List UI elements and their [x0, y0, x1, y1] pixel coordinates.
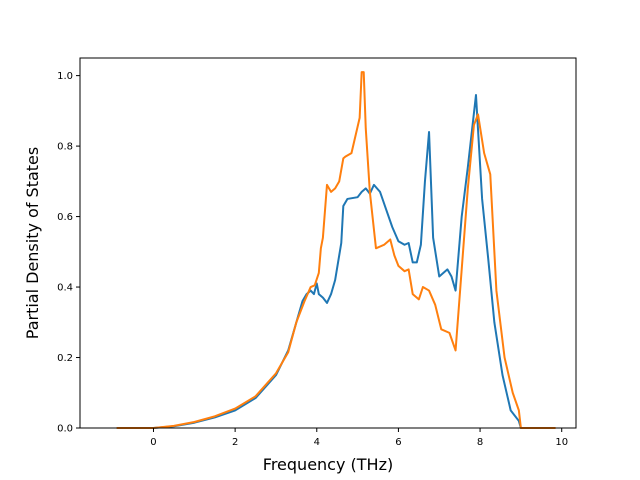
- x-tick-label: 10: [555, 437, 568, 448]
- y-tick-label: 1.0: [57, 71, 73, 82]
- x-axis-ticks: 0 2 4 6 8 10: [150, 428, 568, 448]
- plot-frame: [79, 57, 577, 429]
- series-line-2: [116, 71, 556, 429]
- y-tick-label: 0.2: [57, 353, 73, 364]
- series-layer: [116, 71, 556, 429]
- y-tick-label: 0.8: [57, 142, 73, 153]
- x-axis-label: Frequency (THz): [263, 455, 393, 474]
- x-tick-label: 2: [232, 437, 238, 448]
- x-tick-label: 4: [314, 437, 320, 448]
- y-tick-label: 0.6: [57, 212, 73, 223]
- x-tick-label: 6: [395, 437, 401, 448]
- x-tick-label: 0: [150, 437, 156, 448]
- y-tick-label: 0.4: [57, 283, 73, 294]
- y-tick-label: 0.0: [57, 424, 73, 435]
- y-axis-label: Partial Density of States: [23, 147, 42, 339]
- y-axis-ticks: 0.0 0.2 0.4 0.6 0.8 1.0: [57, 71, 80, 435]
- x-tick-label: 8: [477, 437, 483, 448]
